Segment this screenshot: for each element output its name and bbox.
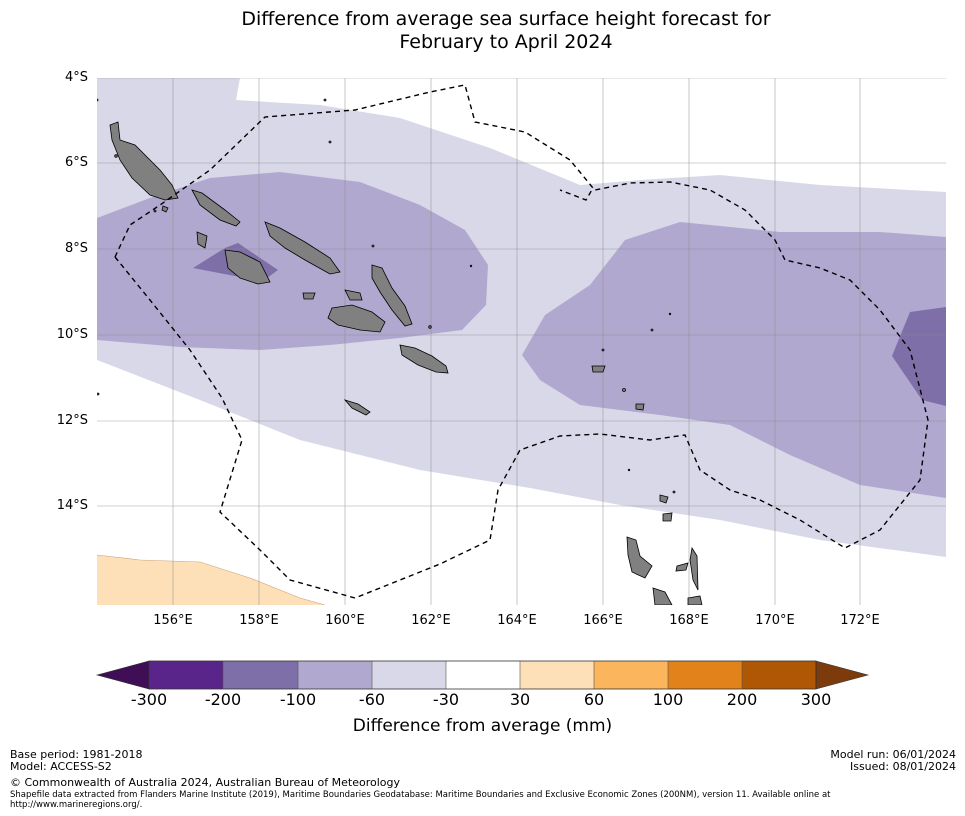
island-bougainville [109,121,179,201]
island-espiritu-santo [626,536,653,579]
lon-label-158e: 158°E [239,613,279,628]
colorbar-segment-2 [223,661,298,689]
colorbar-tick: -100 [279,690,317,709]
eez-solomon-islands [114,84,594,258]
island-makira [399,344,449,374]
island-maewo [689,546,699,591]
colorbar-segment-4 [372,661,446,689]
base-period-text: Base period: 1981-2018 [10,748,143,761]
colorbar-tick: -200 [204,690,242,709]
lat-label-10s: 10°S [56,327,88,342]
island-russell [344,289,363,301]
eez-boundaries [114,84,929,599]
anomaly-region-dark-east [892,307,946,406]
model-text: Model: ACCESS-S2 [10,760,112,773]
lon-label-164e: 164°E [497,613,537,628]
colorbar-segment-1 [149,661,223,689]
title-line-2: February to April 2024 [399,31,613,53]
colorbar-extend-high [815,660,870,690]
colorbar-tick: 300 [800,690,832,709]
island-gaua [659,494,669,504]
colorbar-segment-6 [520,661,594,689]
colorbar-label: Difference from average (mm) [352,716,613,736]
island-vanikoro [635,403,645,411]
issued-text: Issued: 08/01/2024 [849,760,956,773]
island-shortland [161,205,169,213]
map-area [97,78,946,605]
model-run-text: Model run: 06/01/2024 [830,748,956,761]
lon-label-156e: 156°E [153,613,193,628]
title-line-1: Difference from average sea surface heig… [241,8,771,30]
landmasses [97,98,703,605]
lat-label-8s: 8°S [64,241,88,256]
lat-label-14s: 14°S [56,498,88,513]
lon-label-162e: 162°E [411,613,451,628]
colorbar-segment-5 [446,661,520,689]
colorbar-extend-low [95,660,150,690]
eez-solomon-islands-south [114,181,929,599]
lat-label-6s: 6°S [64,155,88,170]
anomaly-region-mid-east [522,222,946,498]
lon-label-170e: 170°E [755,613,795,628]
shapefile-source-line-2: http://www.marineregions.org/. [10,800,143,810]
island-guadalcanal [327,304,386,333]
copyright-text: © Commonwealth of Australia 2024, Austra… [10,776,400,789]
colorbar-tick: -60 [358,690,386,709]
island-new-georgia [196,231,208,249]
anomaly-region-warm [97,555,325,605]
island-pentecost [687,595,703,605]
lon-label-172e: 172°E [840,613,880,628]
colorbar-tick: -300 [130,690,168,709]
colorbar-segment-7 [594,661,668,689]
colorbar-tick: -30 [432,690,460,709]
colorbar-segment-3 [298,661,372,689]
island-santa-isabel [264,221,341,275]
lon-label-166e: 166°E [583,613,623,628]
lon-label-168e: 168°E [669,613,709,628]
gridlines [97,78,946,605]
colorbar-segment-9 [742,661,816,689]
island-malekula [652,587,673,605]
shapefile-source-text: Shapefile data extracted from Flanders M… [10,790,955,810]
shapefile-source-line-1: Shapefile data extracted from Flanders M… [10,790,831,800]
island-new-georgia-2 [224,249,271,285]
island-florida [302,292,316,300]
colorbar-tick: 200 [726,690,758,709]
colorbar-tick: 100 [652,690,684,709]
colorbar [95,660,870,690]
colorbar-tick: 30 [509,690,531,709]
island-vanua-lava [662,512,673,522]
colorbar-segment-8 [668,661,742,689]
map-title: Difference from average sea surface heig… [0,8,965,54]
lat-label-4s: 4°S [64,70,88,85]
island-choiseul [191,189,241,227]
island-ambae [675,562,689,572]
lon-label-160e: 160°E [325,613,365,628]
island-rennell [343,399,371,416]
island-malaita [371,264,413,327]
colorbar-tick: 60 [583,690,605,709]
island-santa-cruz [591,365,606,373]
lat-label-12s: 12°S [56,413,88,428]
